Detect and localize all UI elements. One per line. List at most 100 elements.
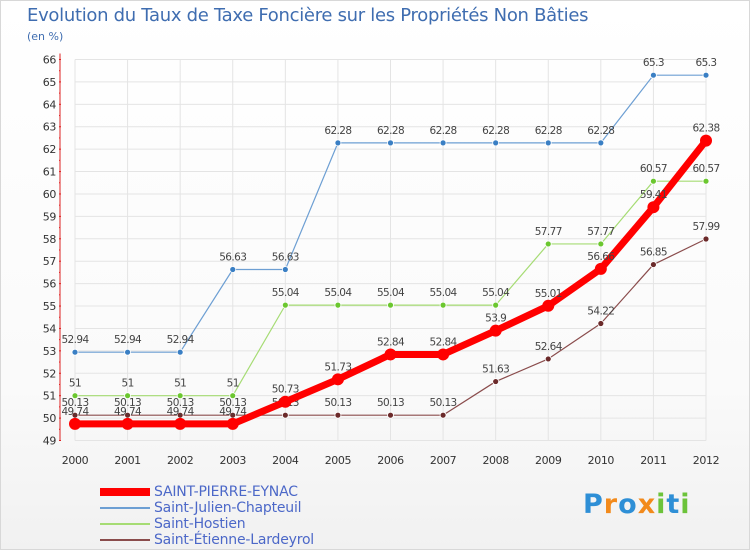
data-label: 52.84 — [430, 336, 458, 348]
data-point — [281, 411, 289, 419]
data-point — [544, 355, 552, 363]
y-tick-label: 59 — [43, 210, 57, 223]
data-label: 51 — [227, 378, 239, 390]
data-point — [384, 348, 397, 361]
data-point — [387, 301, 394, 309]
data-point — [594, 262, 607, 275]
data-point — [650, 71, 657, 79]
logo-letter: t — [666, 489, 681, 520]
data-point — [492, 139, 500, 147]
data-label: 51 — [174, 378, 186, 390]
data-label: 55.04 — [377, 287, 405, 299]
legend-item-saint-hostien: Saint-Hostien — [100, 516, 314, 532]
data-point — [439, 301, 447, 309]
x-tick-label: 2004 — [272, 454, 299, 467]
data-point — [439, 411, 447, 419]
data-point — [281, 266, 289, 273]
data-point — [176, 348, 184, 356]
y-tick-label: 56 — [43, 278, 57, 291]
data-label: 52.94 — [61, 334, 89, 346]
data-label: 52.84 — [377, 336, 405, 348]
data-label: 52.94 — [114, 334, 142, 346]
data-label: 50.13 — [377, 397, 404, 409]
data-point — [334, 139, 342, 147]
data-point — [226, 417, 239, 430]
data-label: 55.04 — [482, 287, 510, 299]
y-axis-unit-label: (en %) — [27, 30, 64, 43]
data-label: 62.28 — [324, 125, 351, 137]
x-tick-label: 2007 — [430, 454, 457, 467]
y-tick-label: 49 — [43, 435, 57, 448]
data-point — [700, 134, 712, 147]
data-point — [69, 417, 81, 430]
legend-swatch-saint-hostien — [100, 523, 150, 525]
data-label: 55.04 — [324, 287, 352, 299]
y-tick-label: 66 — [43, 54, 57, 67]
x-tick-label: 2009 — [535, 454, 562, 467]
x-tick-label: 2002 — [167, 454, 193, 467]
chart-legend: SAINT-PIERRE-EYNAC Saint-Julien-Chapteui… — [100, 484, 314, 548]
x-tick-label: 2010 — [588, 454, 615, 467]
legend-label: Saint-Étienne-Lardeyrol — [154, 532, 314, 548]
data-point — [334, 411, 342, 419]
data-label: 56.66 — [587, 251, 615, 263]
y-tick-label: 54 — [43, 322, 57, 335]
logo-letter: i — [656, 489, 667, 520]
legend-item-saint-julien-chapteuil: Saint-Julien-Chapteuil — [100, 500, 314, 516]
data-label: 49.74 — [219, 406, 247, 418]
data-label: 65.3 — [643, 57, 664, 69]
proxiti-logo: Proxiti — [583, 489, 691, 520]
y-tick-label: 61 — [43, 166, 56, 179]
data-label: 50.13 — [61, 397, 88, 409]
data-label: 55.01 — [535, 288, 562, 300]
y-tick-label: 58 — [43, 233, 57, 246]
data-point — [439, 139, 447, 147]
y-tick-label: 65 — [43, 76, 57, 89]
data-point — [492, 378, 500, 385]
data-point — [121, 417, 134, 430]
data-label: 56.85 — [640, 247, 667, 259]
data-label: 50.13 — [114, 397, 141, 409]
data-point — [334, 301, 342, 309]
logo-letter: P — [583, 489, 604, 520]
x-tick-label: 2011 — [640, 454, 666, 467]
data-label: 50.13 — [167, 397, 194, 409]
data-label: 51.73 — [324, 361, 351, 373]
data-label: 51.63 — [482, 364, 509, 376]
data-label: 51 — [121, 378, 133, 390]
data-point — [229, 392, 237, 400]
data-point — [650, 177, 657, 185]
data-point — [492, 301, 500, 309]
data-label: 50.13 — [219, 397, 246, 409]
data-point — [71, 392, 79, 400]
data-point — [281, 301, 289, 309]
data-point — [387, 411, 394, 419]
data-label: 52.64 — [535, 341, 563, 353]
data-point — [279, 395, 292, 408]
data-label: 60.57 — [692, 163, 719, 175]
data-point — [542, 299, 555, 312]
data-label: 55.04 — [430, 287, 458, 299]
data-point — [387, 139, 394, 147]
data-label: 62.38 — [692, 123, 719, 135]
data-label: 56.63 — [272, 251, 299, 263]
data-label: 52.94 — [167, 334, 195, 346]
legend-label: Saint-Hostien — [154, 516, 246, 532]
data-label: 62.28 — [377, 125, 404, 137]
data-point — [702, 235, 710, 243]
y-tick-label: 64 — [43, 98, 57, 111]
data-point — [544, 139, 552, 147]
data-label: 62.28 — [482, 125, 509, 137]
data-label: 49.74 — [61, 406, 89, 418]
legend-swatch-saint-etienne-lardeyrol — [100, 539, 150, 541]
x-tick-label: 2012 — [693, 454, 719, 467]
data-label: 57.77 — [587, 226, 614, 238]
legend-swatch-saint-julien-chapteuil — [100, 507, 150, 509]
data-label: 57.99 — [692, 221, 719, 233]
logo-letter: x — [637, 489, 657, 520]
data-point — [331, 373, 344, 386]
y-tick-label: 52 — [43, 367, 56, 380]
data-label: 50.13 — [430, 397, 457, 409]
data-label: 50.73 — [272, 384, 299, 396]
